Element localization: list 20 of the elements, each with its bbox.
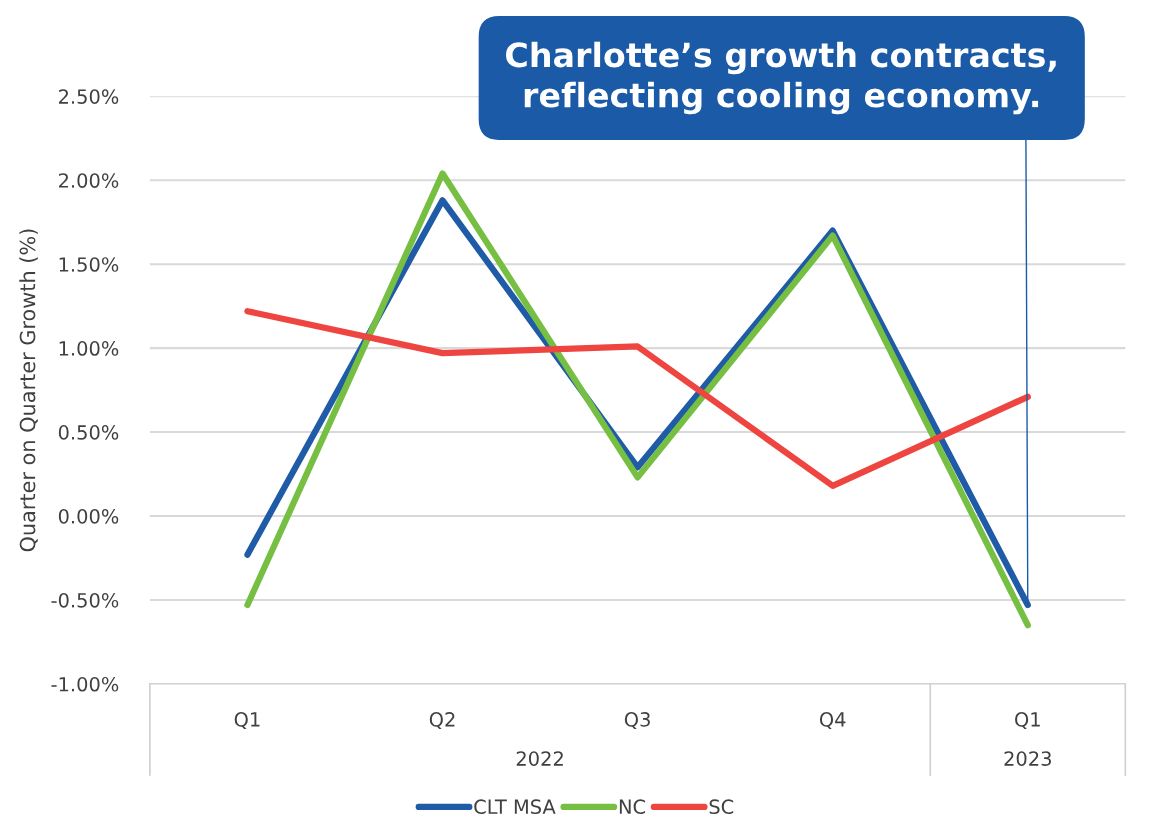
x-tick-label: Q1 bbox=[234, 712, 260, 729]
x-tick-label: Q3 bbox=[624, 712, 650, 729]
text: 2023 bbox=[1004, 751, 1051, 766]
y-tick-label: -1.00% bbox=[51, 676, 119, 692]
y-tick-label: 1.50% bbox=[59, 257, 119, 272]
legend-label: SC bbox=[709, 799, 734, 815]
y-axis-title: Quarter on Quarter Growth (%) bbox=[19, 229, 38, 552]
y-tick-label: 0.00% bbox=[58, 508, 119, 524]
y-tick-label: -0.50% bbox=[51, 592, 119, 608]
annotation: Charlotte’s growth contracts, reflecting cooling economy. bbox=[506, 41, 1056, 115]
text: 2022 bbox=[516, 751, 563, 766]
legend-label: NC bbox=[619, 799, 646, 815]
y-tick-label: 2.50% bbox=[58, 89, 119, 104]
x-tick-label: Q2 bbox=[429, 712, 455, 729]
x-tick-label: Q1 bbox=[1015, 712, 1040, 729]
x-tick-label: Q4 bbox=[819, 712, 846, 729]
legend-label: CLT MSA bbox=[474, 799, 556, 815]
y-tick-label: 1.00% bbox=[59, 341, 119, 356]
y-tick-label: 0.50% bbox=[58, 425, 119, 440]
y-tick-label: 2.00% bbox=[58, 173, 119, 188]
